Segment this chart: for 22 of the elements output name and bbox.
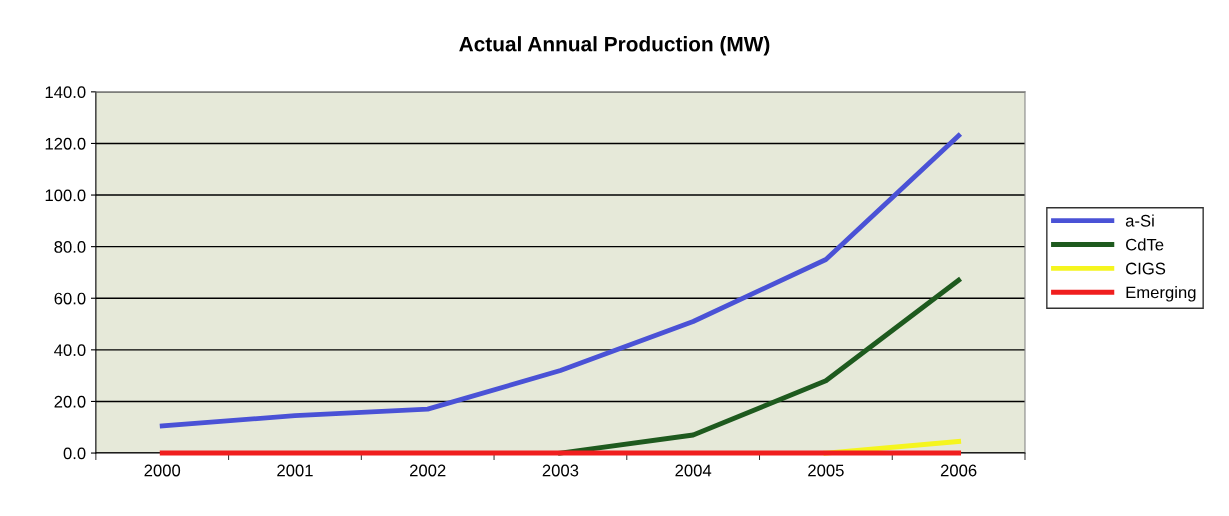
y-tick-label: 20.0 xyxy=(54,395,86,408)
y-tick-label: 120.0 xyxy=(45,137,86,150)
x-tick-label: 2006 xyxy=(940,464,977,477)
legend-label: a-Si xyxy=(1125,214,1154,227)
y-tick-label: 0.0 xyxy=(63,447,86,460)
x-tick-label: 2000 xyxy=(144,464,181,477)
legend-label: Emerging xyxy=(1126,286,1196,302)
line-series xyxy=(557,277,962,456)
x-tick-label: 2005 xyxy=(808,464,844,477)
y-tick-label: 40.0 xyxy=(54,344,86,357)
y-tick-label: 80.0 xyxy=(54,241,86,253)
y-tick-label: 140.0 xyxy=(45,86,86,99)
x-tick-label: 2003 xyxy=(542,464,579,477)
legend-label: CIGS xyxy=(1126,262,1166,275)
x-tick-label: 2004 xyxy=(675,464,712,477)
y-tick-label: 100.0 xyxy=(45,189,86,202)
x-tick-label: 2002 xyxy=(409,464,446,477)
chart-title: Actual Annual Production (MW) xyxy=(459,36,770,56)
x-tick-label: 2001 xyxy=(277,464,313,477)
legend-label: CdTe xyxy=(1126,238,1164,251)
line-series xyxy=(159,133,962,429)
y-tick-label: 60.0 xyxy=(54,292,86,305)
